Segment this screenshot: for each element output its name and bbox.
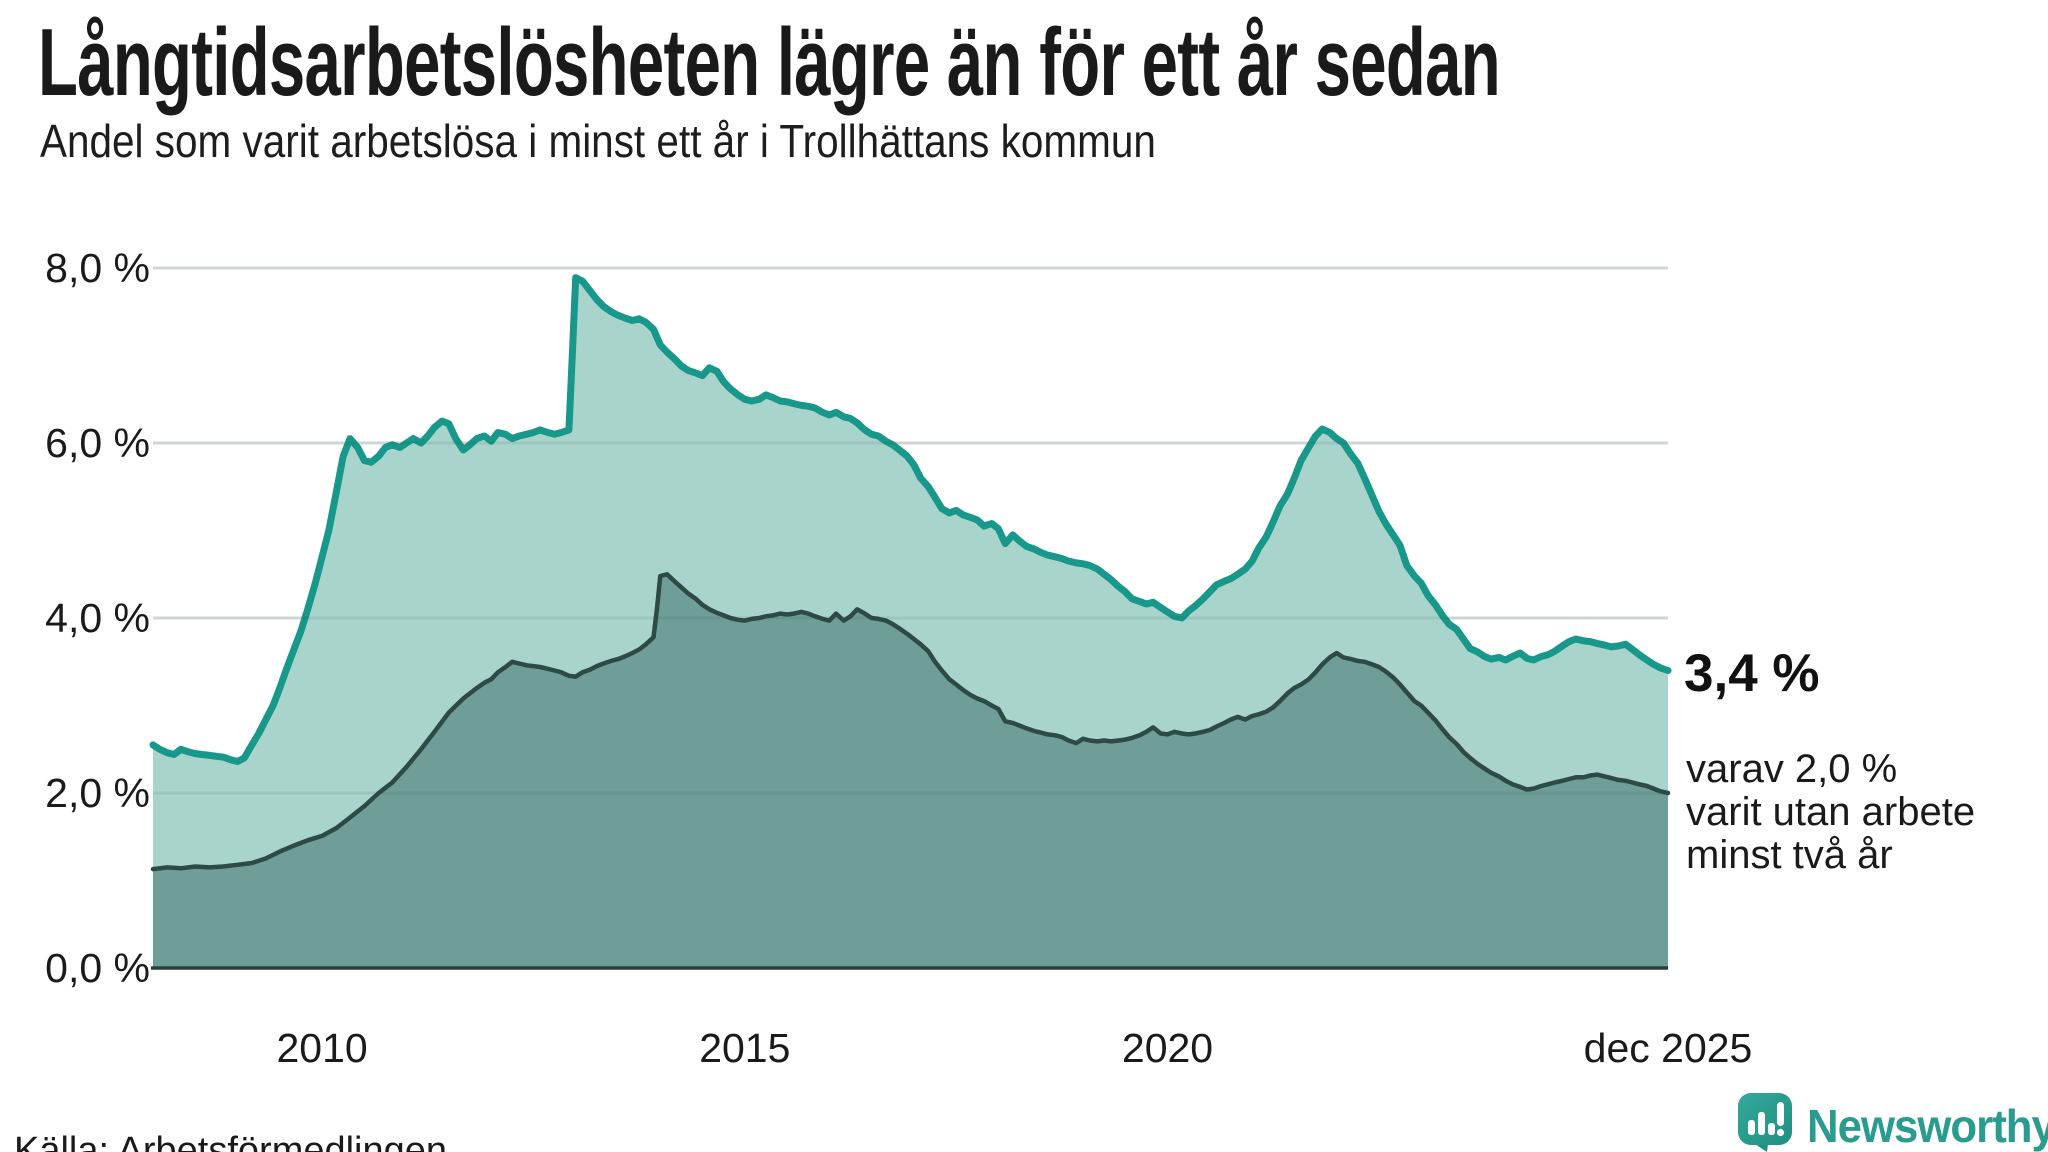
brand-lockup: Newsworthy xyxy=(1737,1092,2048,1152)
end-value-note-line: minst två år xyxy=(1686,833,1893,877)
page-title: Långtidsarbetslösheten lägre än för ett … xyxy=(38,9,1501,116)
end-value-note-line: varit utan arbete xyxy=(1686,790,1976,834)
brand-wordmark: Newsworthy xyxy=(1807,1099,2048,1152)
y-tick-label: 6,0 % xyxy=(45,420,150,466)
series-area-very-long-term xyxy=(153,574,1668,968)
end-value-note: varav 2,0 % varit utan arbete minst två … xyxy=(1686,748,1975,877)
source-note: Källa: Arbetsförmedlingen xyxy=(14,1130,448,1152)
series-line-long-term xyxy=(149,274,1672,765)
x-tick-label: 2010 xyxy=(276,1025,367,1071)
x-tick-label: 2015 xyxy=(699,1025,790,1071)
series-line-very-long-term xyxy=(150,572,1671,872)
x-tick-label: dec 2025 xyxy=(1584,1025,1753,1071)
newsworthy-logo-icon xyxy=(1737,1092,1793,1152)
y-tick-label: 8,0 % xyxy=(45,245,150,291)
page-subtitle: Andel som varit arbetslösa i minst ett å… xyxy=(40,115,1156,167)
end-value-note-line: varav 2,0 % xyxy=(1686,747,1898,791)
y-tick-label: 4,0 % xyxy=(45,595,150,641)
x-tick-label: 2020 xyxy=(1122,1025,1213,1071)
end-value-label: 3,4 % xyxy=(1684,644,1820,703)
y-tick-label: 2,0 % xyxy=(45,770,150,816)
y-tick-label: 0,0 % xyxy=(45,945,150,991)
